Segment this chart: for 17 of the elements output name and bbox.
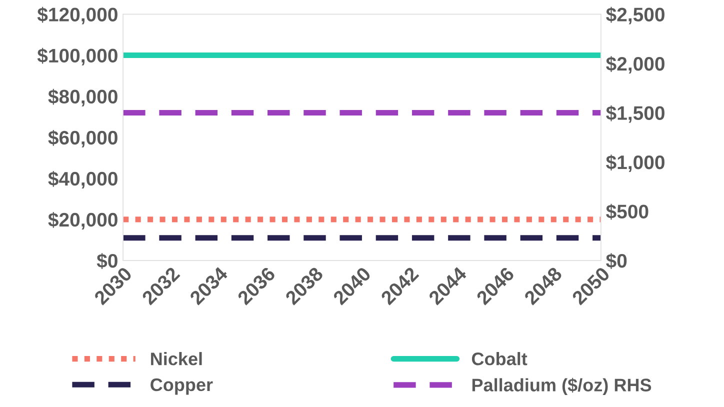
y2-tick-label: $1,000 xyxy=(606,154,664,172)
y-tick-label: $80,000 xyxy=(48,88,118,106)
y-tick-label: $120,000 xyxy=(37,6,118,24)
y-tick-label: $60,000 xyxy=(48,130,118,148)
y-tick-label: $0 xyxy=(96,253,118,269)
y-tick-label: $40,000 xyxy=(48,171,118,188)
y2-tick-label: $500 xyxy=(606,204,648,220)
y2-tick-label: $1,500 xyxy=(606,105,664,123)
legend-label: Nickel xyxy=(151,352,202,366)
y2-tick-label: $2,000 xyxy=(606,56,664,74)
y-tick-label: $100,000 xyxy=(37,48,118,66)
y2-tick-label: $0 xyxy=(606,253,627,269)
legend-label: Palladium ($/oz) RHS xyxy=(472,378,652,396)
legend-label: Cobalt xyxy=(472,352,528,366)
y2-tick-label: $2,500 xyxy=(606,6,664,24)
y-tick-label: $20,000 xyxy=(48,212,118,230)
legend-label: Copper xyxy=(150,378,213,395)
